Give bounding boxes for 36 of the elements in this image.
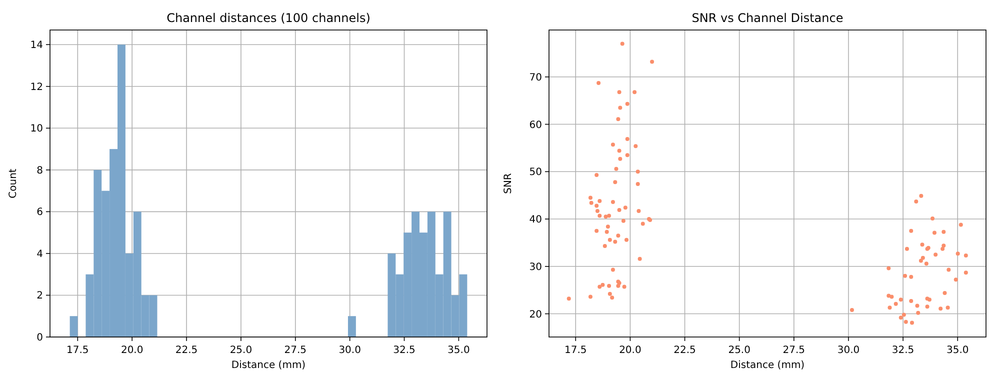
x-tick-label: 35.0 — [448, 345, 470, 356]
x-tick-label: 27.5 — [284, 345, 307, 356]
y-tick-label: 6 — [36, 207, 43, 218]
x-tick-label: 22.5 — [674, 345, 696, 356]
y-tick-label: 10 — [30, 124, 43, 135]
x-tick-label: 32.5 — [892, 345, 914, 356]
x-axis-title: Distance (mm) — [231, 360, 306, 371]
x-tick-label: 25.0 — [230, 345, 252, 356]
y-tick-label: 2 — [36, 290, 43, 302]
x-tick-label: 20.0 — [120, 345, 144, 356]
x-axis-title: Distance (mm) — [730, 360, 805, 371]
x-tick-label: 20.0 — [619, 345, 642, 356]
x-tick-label: 17.5 — [564, 345, 587, 356]
x-tick-label: 30.0 — [338, 345, 361, 356]
x-tick-label: 25.0 — [728, 345, 750, 356]
x-tick-label: 30.0 — [837, 345, 860, 356]
y-tick-label: 70 — [529, 72, 542, 84]
y-tick-label: 40 — [529, 214, 542, 226]
y-axis-title: SNR — [503, 173, 514, 194]
x-tick-label: 32.5 — [393, 345, 416, 356]
y-tick-label: 60 — [529, 120, 542, 131]
y-tick-label: 4 — [36, 248, 43, 260]
x-tick-label: 17.5 — [66, 345, 89, 356]
x-tick-label: 27.5 — [782, 345, 806, 356]
y-tick-label: 0 — [36, 332, 43, 344]
y-axis-title: Count — [8, 168, 19, 198]
y-tick-label: 50 — [529, 167, 542, 178]
chart-title: Channel distances (100 channels) — [166, 11, 370, 25]
y-tick-label: 8 — [36, 165, 43, 176]
y-tick-label: 30 — [529, 262, 542, 273]
x-tick-label: 35.0 — [946, 345, 969, 356]
x-tick-label: 22.5 — [175, 345, 198, 356]
y-tick-label: 20 — [529, 309, 542, 320]
chart-title: SNR vs Channel Distance — [692, 11, 844, 25]
y-tick-label: 12 — [30, 82, 43, 93]
y-tick-label: 14 — [30, 40, 43, 52]
